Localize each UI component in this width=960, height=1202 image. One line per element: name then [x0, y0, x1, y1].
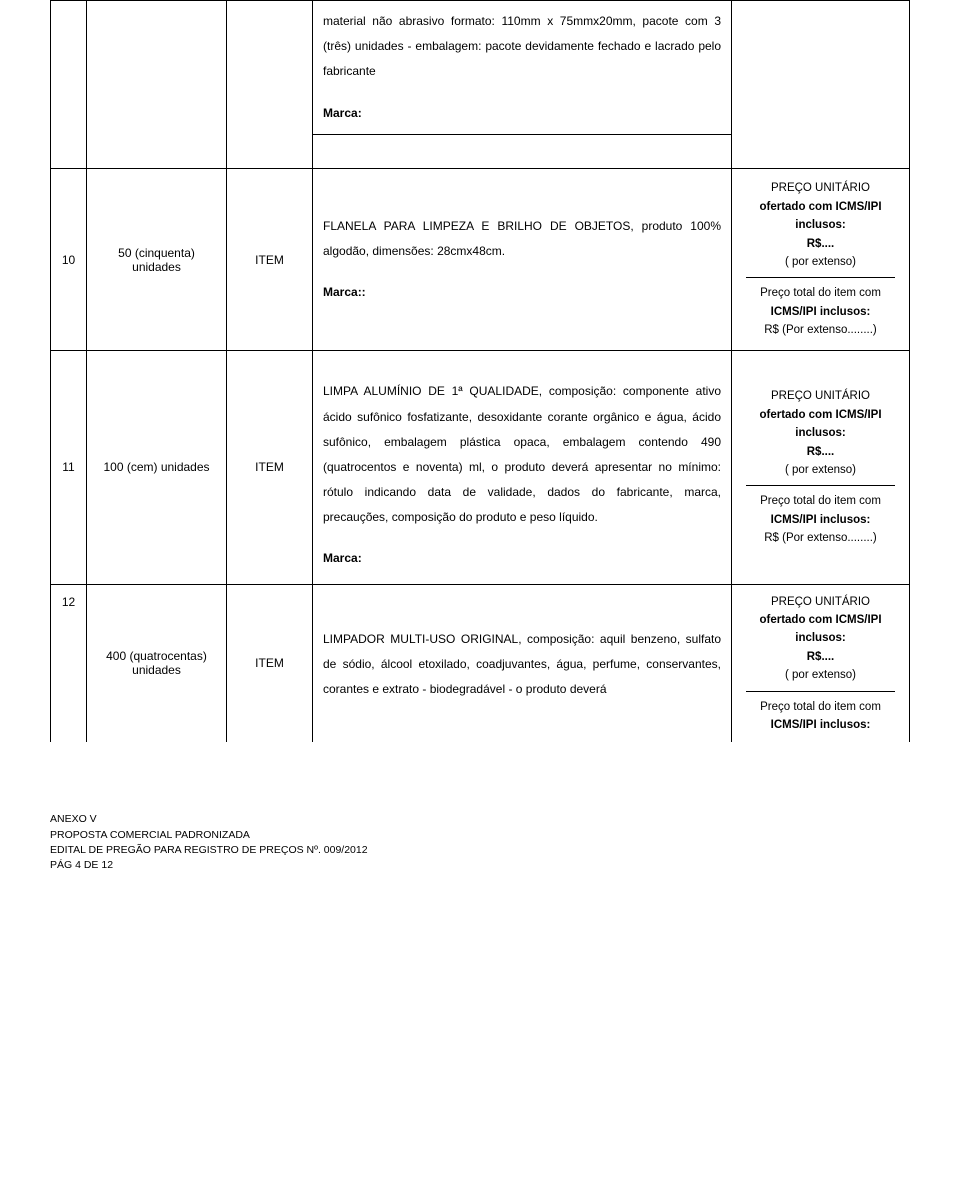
- price-unit-l3: inclusos:: [795, 427, 845, 439]
- footer-line4: PÁG 4 DE 12: [50, 858, 910, 873]
- footer-line3: EDITAL DE PREGÃO PARA REGISTRO DE PREÇOS…: [50, 843, 910, 858]
- item-qty: 100 (cem) unidades: [103, 460, 209, 474]
- item-number: 12: [62, 595, 75, 609]
- item-number: 10: [62, 253, 75, 267]
- cell-num: 10: [51, 168, 87, 351]
- desc-text: LIMPADOR MULTI-USO ORIGINAL, composição:…: [323, 627, 721, 703]
- items-table: material não abrasivo formato: 110mm x 7…: [50, 0, 910, 742]
- cell-num-empty: [51, 1, 87, 169]
- price-unit-l4: R$....: [807, 651, 834, 663]
- price-total-l1: Preço total do item com: [760, 495, 881, 507]
- item-qty: 50 (cinquenta) unidades: [118, 246, 195, 274]
- price-unit-l3: inclusos:: [795, 632, 845, 644]
- cell-desc: FLANELA PARA LIMPEZA E BRILHO DE OBJETOS…: [313, 168, 732, 351]
- desc-text: material não abrasivo formato: 110mm x 7…: [323, 9, 721, 85]
- price-total-l2: ICMS/IPI inclusos:: [771, 719, 871, 731]
- cell-desc: LIMPA ALUMÍNIO DE 1ª QUALIDADE, composiç…: [313, 351, 732, 584]
- cell-price: PREÇO UNITÁRIO ofertado com ICMS/IPI inc…: [732, 168, 910, 351]
- price-unit-l5: ( por extenso): [785, 256, 856, 268]
- cell-qty: 50 (cinquenta) unidades: [87, 168, 227, 351]
- table-row: 11 100 (cem) unidades ITEM LIMPA ALUMÍNI…: [51, 351, 910, 584]
- cell-unit-empty: [227, 1, 313, 169]
- price-unit-l1: PREÇO UNITÁRIO: [771, 182, 870, 194]
- footer-line2: PROPOSTA COMERCIAL PADRONIZADA: [50, 828, 910, 843]
- cell-unit: ITEM: [227, 584, 313, 742]
- price-unit-l2: ofertado com ICMS/IPI: [759, 614, 881, 626]
- price-divider: [746, 691, 895, 692]
- price-unit-l3: inclusos:: [795, 219, 845, 231]
- desc-text: LIMPA ALUMÍNIO DE 1ª QUALIDADE, composiç…: [323, 379, 721, 530]
- price-divider: [746, 485, 895, 486]
- item-number: 11: [62, 460, 74, 474]
- item-unit: ITEM: [255, 460, 284, 474]
- price-unit-l2: ofertado com ICMS/IPI: [759, 409, 881, 421]
- cell-num: 12: [51, 584, 87, 742]
- cell-qty: 400 (quatrocentas) unidades: [87, 584, 227, 742]
- marca-label: Marca::: [323, 280, 721, 305]
- table-row: material não abrasivo formato: 110mm x 7…: [51, 1, 910, 135]
- cell-price: PREÇO UNITÁRIO ofertado com ICMS/IPI inc…: [732, 351, 910, 584]
- cell-price-empty: [732, 1, 910, 169]
- cell-spacer: [313, 134, 732, 168]
- cell-desc: LIMPADOR MULTI-USO ORIGINAL, composição:…: [313, 584, 732, 742]
- desc-text: FLANELA PARA LIMPEZA E BRILHO DE OBJETOS…: [323, 214, 721, 264]
- price-total-l2: ICMS/IPI inclusos:: [771, 514, 871, 526]
- cell-price: PREÇO UNITÁRIO ofertado com ICMS/IPI inc…: [732, 584, 910, 742]
- price-unit-l1: PREÇO UNITÁRIO: [771, 390, 870, 402]
- item-qty: 400 (quatrocentas) unidades: [106, 649, 207, 677]
- cell-desc-top: material não abrasivo formato: 110mm x 7…: [313, 1, 732, 135]
- item-unit: ITEM: [255, 656, 284, 670]
- cell-unit: ITEM: [227, 168, 313, 351]
- table-row: 12 400 (quatrocentas) unidades ITEM LIMP…: [51, 584, 910, 742]
- price-total-l1: Preço total do item com: [760, 701, 881, 713]
- price-unit-l1: PREÇO UNITÁRIO: [771, 596, 870, 608]
- marca-label: Marca:: [323, 546, 721, 571]
- item-unit: ITEM: [255, 253, 284, 267]
- page-footer: ANEXO V PROPOSTA COMERCIAL PADRONIZADA E…: [50, 812, 910, 873]
- marca-label: Marca:: [323, 101, 721, 126]
- price-unit-l4: R$....: [807, 238, 834, 250]
- cell-unit: ITEM: [227, 351, 313, 584]
- price-total-l3: R$ (Por extenso........): [764, 324, 876, 336]
- price-total-l1: Preço total do item com: [760, 287, 881, 299]
- table-row: 10 50 (cinquenta) unidades ITEM FLANELA …: [51, 168, 910, 351]
- cell-num: 11: [51, 351, 87, 584]
- price-divider: [746, 277, 895, 278]
- price-unit-l5: ( por extenso): [785, 464, 856, 476]
- price-unit-l4: R$....: [807, 446, 834, 458]
- cell-qty: 100 (cem) unidades: [87, 351, 227, 584]
- price-unit-l5: ( por extenso): [785, 669, 856, 681]
- footer-line1: ANEXO V: [50, 812, 910, 827]
- price-total-l2: ICMS/IPI inclusos:: [771, 306, 871, 318]
- cell-qty-empty: [87, 1, 227, 169]
- price-unit-l2: ofertado com ICMS/IPI: [759, 201, 881, 213]
- price-total-l3: R$ (Por extenso........): [764, 532, 876, 544]
